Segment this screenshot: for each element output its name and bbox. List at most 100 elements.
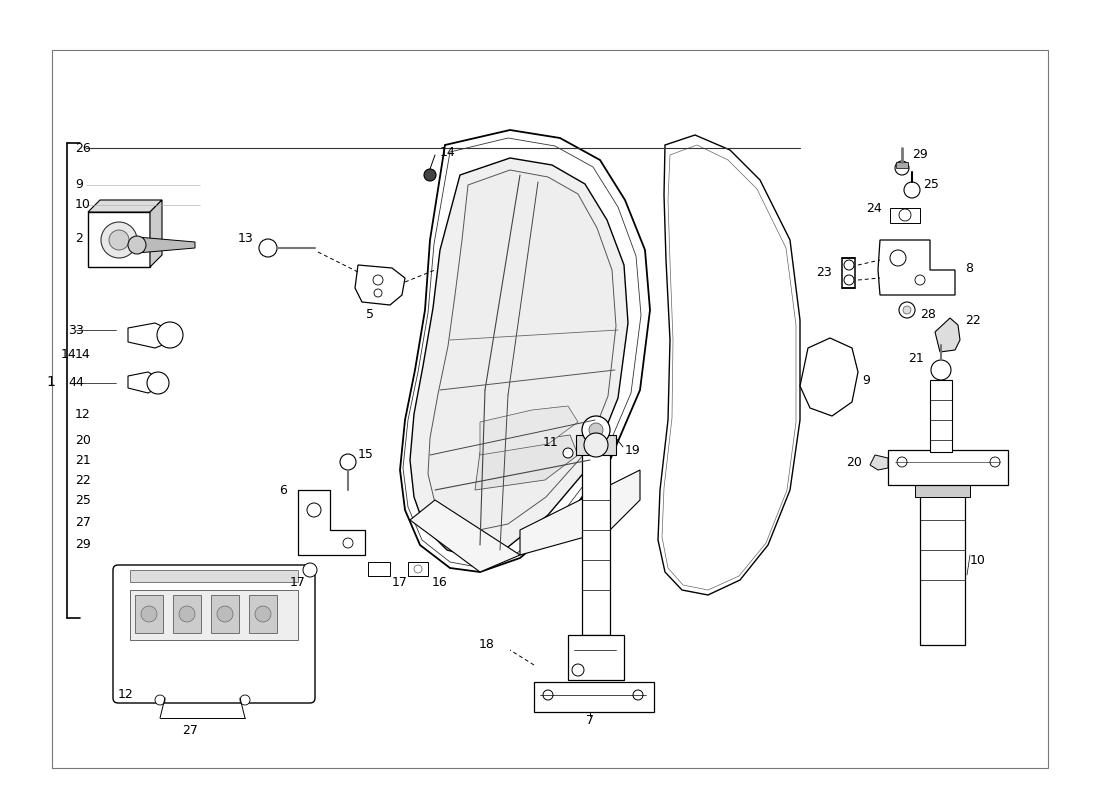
Polygon shape (896, 162, 907, 168)
Circle shape (903, 306, 911, 314)
Text: 11: 11 (542, 437, 558, 450)
Circle shape (632, 690, 644, 700)
Bar (368, 562, 390, 576)
Circle shape (543, 690, 553, 700)
Text: 20: 20 (846, 455, 862, 469)
Text: 1: 1 (46, 375, 55, 389)
Text: 2: 2 (75, 231, 82, 245)
Text: 3: 3 (68, 323, 76, 337)
Circle shape (931, 360, 952, 380)
Text: 12: 12 (75, 409, 90, 422)
Bar (88, 212, 150, 267)
Text: 23: 23 (816, 266, 832, 279)
Polygon shape (475, 435, 578, 490)
Polygon shape (658, 135, 800, 595)
Circle shape (572, 664, 584, 676)
Circle shape (373, 275, 383, 285)
Circle shape (258, 239, 277, 257)
Polygon shape (520, 470, 640, 555)
Polygon shape (150, 200, 162, 267)
Polygon shape (138, 237, 195, 253)
Circle shape (844, 275, 854, 285)
Polygon shape (870, 455, 888, 470)
Circle shape (588, 423, 603, 437)
Text: 14: 14 (75, 349, 90, 362)
Circle shape (582, 416, 610, 444)
Bar (211, 595, 239, 633)
Text: 13: 13 (238, 231, 253, 245)
Circle shape (302, 563, 317, 577)
Text: 4: 4 (75, 375, 82, 389)
Circle shape (155, 695, 165, 705)
FancyBboxPatch shape (113, 565, 315, 703)
Circle shape (990, 457, 1000, 467)
Text: 8: 8 (965, 262, 974, 274)
Polygon shape (298, 490, 365, 555)
Text: 28: 28 (920, 309, 936, 322)
Polygon shape (935, 318, 960, 352)
Text: 29: 29 (75, 538, 90, 550)
Bar (173, 595, 201, 633)
Circle shape (915, 275, 925, 285)
Text: 17: 17 (290, 577, 306, 590)
Polygon shape (878, 240, 955, 295)
Text: 12: 12 (118, 689, 134, 702)
Bar (534, 682, 654, 712)
Text: 4: 4 (68, 377, 76, 390)
Text: 14: 14 (60, 349, 76, 362)
Text: 25: 25 (923, 178, 939, 191)
Text: 22: 22 (965, 314, 981, 326)
Text: 26: 26 (75, 142, 90, 154)
Text: 6: 6 (279, 483, 287, 497)
Bar (130, 590, 298, 640)
Bar (249, 595, 277, 633)
Text: 27: 27 (75, 515, 91, 529)
Bar (408, 562, 428, 576)
Text: 27: 27 (183, 723, 198, 737)
Polygon shape (128, 323, 170, 348)
Text: 14: 14 (440, 146, 455, 158)
Circle shape (157, 322, 183, 348)
Text: 25: 25 (75, 494, 91, 506)
Circle shape (899, 209, 911, 221)
Polygon shape (800, 338, 858, 416)
Bar (582, 450, 610, 635)
Circle shape (343, 538, 353, 548)
Circle shape (179, 606, 195, 622)
Text: 10: 10 (970, 554, 986, 566)
Circle shape (217, 606, 233, 622)
Bar (568, 635, 624, 680)
Circle shape (563, 448, 573, 458)
Circle shape (141, 606, 157, 622)
Circle shape (255, 606, 271, 622)
Text: 29: 29 (912, 149, 927, 162)
Circle shape (844, 260, 854, 270)
Polygon shape (88, 200, 162, 212)
Text: 24: 24 (867, 202, 882, 214)
Text: 7: 7 (586, 714, 594, 726)
Circle shape (307, 503, 321, 517)
Polygon shape (428, 170, 616, 531)
Circle shape (240, 695, 250, 705)
Polygon shape (128, 372, 158, 393)
Bar (920, 490, 965, 645)
Text: 19: 19 (625, 443, 640, 457)
Text: 5: 5 (366, 309, 374, 322)
Bar (930, 380, 952, 452)
Text: 21: 21 (909, 351, 924, 365)
Circle shape (904, 182, 920, 198)
Text: 15: 15 (358, 449, 374, 462)
Circle shape (128, 236, 146, 254)
Circle shape (424, 169, 436, 181)
Text: 22: 22 (75, 474, 90, 486)
Polygon shape (355, 265, 405, 305)
Polygon shape (400, 130, 650, 572)
Circle shape (340, 454, 356, 470)
Circle shape (584, 433, 608, 457)
Bar (915, 482, 970, 497)
Text: 18: 18 (480, 638, 495, 651)
Circle shape (895, 161, 909, 175)
Circle shape (890, 250, 906, 266)
Text: 9: 9 (75, 178, 82, 191)
Bar (130, 570, 298, 582)
